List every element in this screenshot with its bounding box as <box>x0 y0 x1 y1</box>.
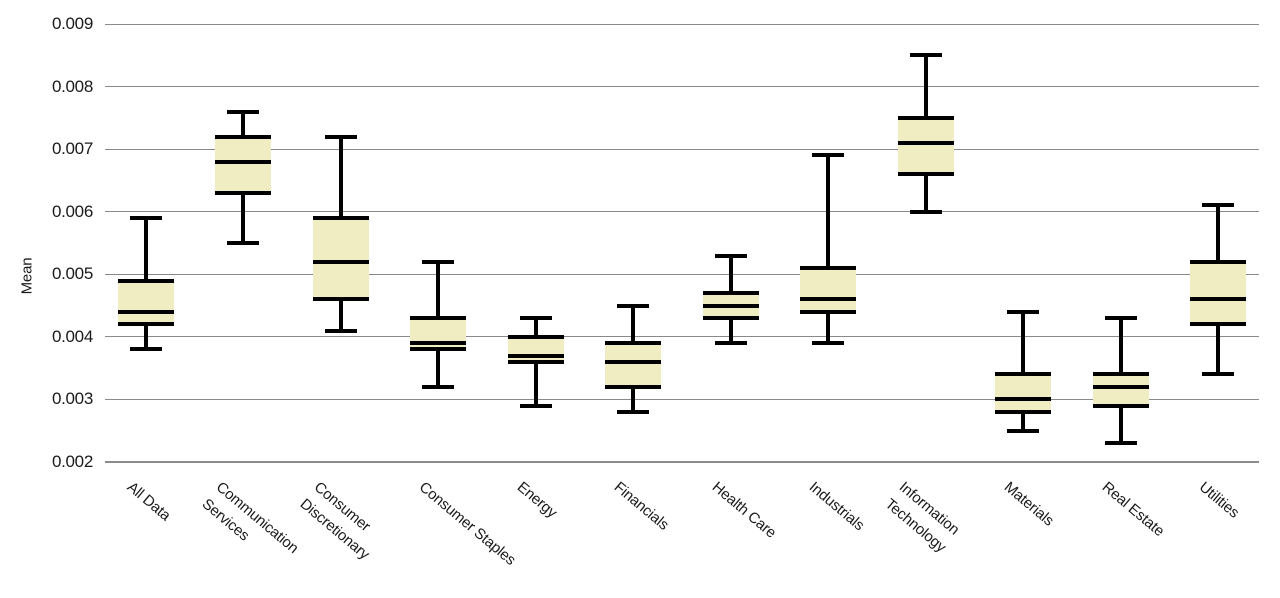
whisker-cap-top-materials <box>1007 309 1039 314</box>
median-line-materials <box>995 397 1051 402</box>
median-line-consumer-discretionary <box>312 259 369 264</box>
gridline <box>105 211 1259 213</box>
gridline <box>105 336 1259 338</box>
iqr-box-information-technology <box>897 115 954 177</box>
y-tick-label: 0.006 <box>51 201 93 221</box>
x-tick-label-text: Industrials <box>805 478 868 535</box>
iqr-box-communication-services <box>215 134 271 195</box>
x-tick-label-utilities: Utilities <box>1196 477 1255 522</box>
median-line-health-care <box>702 303 759 308</box>
gridline <box>105 23 1259 25</box>
gridline <box>105 273 1259 275</box>
median-line-energy <box>507 353 564 358</box>
gridline <box>105 86 1259 88</box>
x-tick-label-text: Utilities <box>1195 478 1243 522</box>
x-tick-label-text: Consumer Staples <box>415 478 519 569</box>
y-tick-label: 0.004 <box>51 326 93 346</box>
y-tick-label: 0.008 <box>51 76 93 96</box>
median-line-consumer-staples <box>410 341 466 346</box>
whisker-cap-top-energy <box>519 316 552 321</box>
whisker-cap-bottom-industrials <box>812 341 844 346</box>
whisker-stem-industrials <box>826 155 830 344</box>
iqr-box-energy <box>507 334 564 364</box>
median-line-financials <box>605 359 661 364</box>
whisker-cap-bottom-health-care <box>714 341 747 346</box>
x-tick-label-text: Energy <box>513 478 560 522</box>
gridline <box>105 148 1259 150</box>
x-tick-label-all-data: All Data <box>123 477 187 525</box>
iqr-box-all-data <box>117 278 174 327</box>
x-tick-label-information-technology: Information Technology <box>881 477 982 556</box>
x-tick-label-health-care: Health Care <box>708 477 799 542</box>
x-tick-label-real-estate: Real Estate <box>1098 477 1186 540</box>
y-tick-label: 0.009 <box>51 14 93 33</box>
y-tick-label: 0.002 <box>51 452 93 471</box>
whisker-cap-bottom-consumer-discretionary <box>324 328 357 333</box>
whisker-cap-top-consumer-discretionary <box>324 134 357 139</box>
iqr-box-real-estate <box>1092 372 1149 408</box>
whisker-cap-top-consumer-staples <box>422 259 454 264</box>
whisker-cap-top-industrials <box>812 153 844 158</box>
median-line-all-data <box>117 309 174 314</box>
whisker-cap-top-information-technology <box>909 53 942 58</box>
x-tick-label-text: Information Technology <box>881 478 963 556</box>
x-tick-label-text: Materials <box>1000 478 1057 530</box>
whisker-cap-bottom-energy <box>519 403 552 408</box>
x-tick-label-text: Communication Services <box>198 478 302 557</box>
x-tick-label-consumer-discretionary: Consumer Discretionary <box>296 477 408 563</box>
x-tick-label-industrials: Industrials <box>806 477 884 535</box>
iqr-box-financials <box>605 341 661 389</box>
whisker-cap-top-utilities <box>1202 203 1234 208</box>
median-line-information-technology <box>897 140 954 145</box>
whisker-cap-bottom-real-estate <box>1104 441 1137 446</box>
whisker-cap-bottom-communication-services <box>227 241 259 245</box>
x-tick-label-financials: Financials <box>611 477 689 534</box>
y-tick-label: 0.007 <box>51 139 93 159</box>
whisker-cap-bottom-consumer-staples <box>422 384 454 389</box>
median-line-communication-services <box>215 159 271 164</box>
x-tick-label-energy: Energy <box>513 477 572 522</box>
x-tick-label-text: Health Care <box>708 478 779 542</box>
x-tick-label-materials: Materials <box>1001 477 1072 530</box>
whisker-cap-bottom-utilities <box>1202 372 1234 377</box>
x-tick-label-text: Real Estate <box>1098 478 1167 540</box>
whisker-cap-top-all-data <box>129 215 162 220</box>
iqr-box-industrials <box>800 266 856 314</box>
median-line-industrials <box>800 297 856 302</box>
iqr-box-utilities <box>1190 259 1246 327</box>
iqr-box-consumer-discretionary <box>312 215 369 302</box>
gridline <box>105 398 1259 400</box>
whisker-cap-top-real-estate <box>1104 316 1137 321</box>
whisker-cap-bottom-all-data <box>129 347 162 352</box>
median-line-real-estate <box>1092 384 1149 389</box>
whisker-stem-materials <box>1021 311 1025 431</box>
iqr-box-consumer-staples <box>410 316 466 352</box>
iqr-box-materials <box>995 372 1051 414</box>
y-tick-label: 0.005 <box>51 264 93 284</box>
x-axis-line <box>105 461 1259 463</box>
y-tick-label: 0.003 <box>51 389 93 409</box>
x-tick-label-text: All Data <box>123 478 174 525</box>
whisker-cap-bottom-information-technology <box>909 209 942 214</box>
whisker-cap-top-health-care <box>714 253 747 258</box>
whisker-cap-top-financials <box>617 303 649 308</box>
whisker-cap-top-communication-services <box>227 109 259 114</box>
x-tick-label-text: Financials <box>610 478 672 534</box>
whisker-cap-bottom-materials <box>1007 428 1039 433</box>
whisker-cap-bottom-financials <box>617 409 649 414</box>
median-line-utilities <box>1190 297 1246 302</box>
